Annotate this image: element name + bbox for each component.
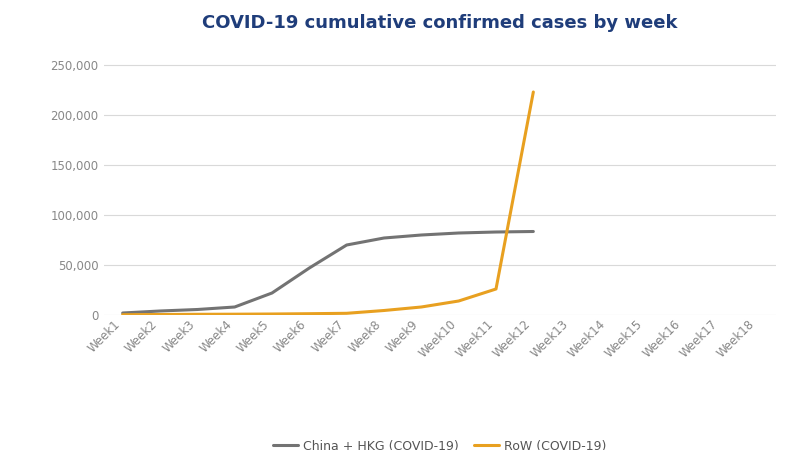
RoW (COVID-19): [230, 311, 239, 317]
China + HKG (COVID-19): [193, 307, 202, 312]
RoW (COVID-19): [305, 311, 314, 316]
China + HKG (COVID-19): [454, 230, 463, 236]
RoW (COVID-19): [529, 89, 538, 94]
RoW (COVID-19): [155, 312, 165, 317]
China + HKG (COVID-19): [529, 229, 538, 234]
RoW (COVID-19): [267, 311, 277, 317]
Title: COVID-19 cumulative confirmed cases by week: COVID-19 cumulative confirmed cases by w…: [202, 14, 678, 32]
China + HKG (COVID-19): [342, 242, 351, 248]
China + HKG (COVID-19): [305, 266, 314, 271]
Legend: China + HKG (COVID-19), RoW (COVID-19): China + HKG (COVID-19), RoW (COVID-19): [269, 435, 611, 450]
China + HKG (COVID-19): [118, 310, 127, 316]
RoW (COVID-19): [491, 286, 501, 292]
China + HKG (COVID-19): [155, 308, 165, 314]
Line: China + HKG (COVID-19): China + HKG (COVID-19): [122, 231, 534, 313]
RoW (COVID-19): [118, 312, 127, 317]
RoW (COVID-19): [454, 298, 463, 304]
RoW (COVID-19): [379, 308, 389, 313]
China + HKG (COVID-19): [417, 232, 426, 238]
China + HKG (COVID-19): [230, 304, 239, 310]
Line: RoW (COVID-19): RoW (COVID-19): [122, 92, 534, 315]
RoW (COVID-19): [417, 304, 426, 310]
China + HKG (COVID-19): [491, 230, 501, 235]
RoW (COVID-19): [193, 311, 202, 317]
China + HKG (COVID-19): [267, 290, 277, 296]
China + HKG (COVID-19): [379, 235, 389, 241]
RoW (COVID-19): [342, 310, 351, 316]
